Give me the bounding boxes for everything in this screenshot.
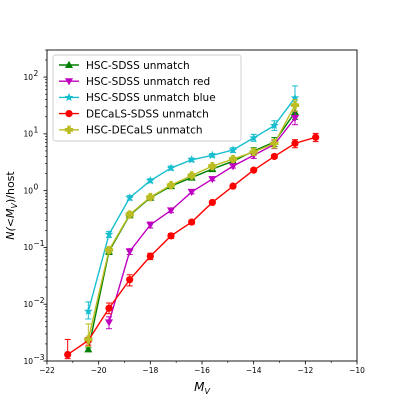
x-tick-label: −10	[349, 366, 365, 375]
legend-marker	[65, 60, 73, 68]
data-point	[290, 100, 300, 110]
legend-marker	[65, 78, 73, 86]
data-point	[104, 229, 114, 239]
y-tick-exponent: −1	[34, 239, 45, 248]
y-axis-label: N(<MV)/host	[4, 171, 19, 240]
legend-item: HSC-SDSS unmatch red	[59, 76, 210, 88]
legend-item: HSC-SDSS unmatch blue	[59, 92, 216, 104]
data-point	[104, 245, 114, 255]
data-point	[187, 155, 197, 164]
data-point	[229, 163, 237, 171]
y-tick-label: 10	[23, 130, 33, 139]
legend-item: HSC-DECaLS unmatch	[59, 125, 203, 137]
data-point	[187, 188, 196, 197]
data-point	[208, 161, 217, 171]
x-tick-label: −12	[297, 366, 313, 375]
legend-label: HSC-SDSS unmatch red	[86, 76, 210, 88]
data-point	[105, 319, 113, 327]
series-line	[108, 117, 296, 323]
x-axis: −22 −20 −18 −16 −14 −12 −10	[39, 361, 365, 375]
legend-label: HSC-SDSS unmatch blue	[86, 92, 216, 104]
data-point	[64, 350, 72, 359]
x-tick-label: −18	[142, 366, 158, 375]
data-point	[105, 304, 113, 312]
data-point	[166, 163, 176, 172]
data-point	[291, 115, 299, 123]
y-tick-exponent: 2	[34, 69, 39, 78]
y-tick-label: 10	[23, 73, 33, 82]
data-point	[125, 248, 134, 256]
data-point	[290, 93, 300, 102]
data-point	[249, 147, 258, 157]
x-tick-label: −14	[246, 366, 262, 375]
legend-label: HSC-SDSS unmatch	[86, 60, 190, 72]
data-point	[125, 193, 135, 202]
data-point	[187, 171, 196, 180]
data-point	[228, 154, 238, 164]
data-point	[228, 145, 238, 154]
data-point	[269, 120, 279, 130]
data-point	[270, 152, 278, 161]
legend-label: DECaLS-SDSS unmatch	[86, 108, 209, 120]
data-point	[146, 221, 155, 230]
legend-marker	[64, 125, 74, 134]
series-2	[83, 85, 300, 320]
y-tick-label: 10	[23, 300, 33, 309]
data-point	[83, 306, 93, 316]
y-tick-label: 10	[23, 186, 33, 195]
x-axis-label: MV	[194, 380, 210, 396]
legend-item: DECaLS-SDSS unmatch	[59, 108, 209, 120]
data-point	[207, 150, 217, 159]
legend-label: HSC-DECaLS unmatch	[86, 125, 203, 137]
data-point	[126, 276, 134, 284]
y-tick-exponent: 0	[34, 182, 39, 191]
legend-item: HSC-SDSS unmatch	[59, 60, 190, 72]
legend-marker	[64, 92, 74, 102]
y-tick-label: 10	[23, 243, 33, 252]
data-point	[270, 139, 279, 148]
plot-area	[64, 85, 320, 360]
data-point	[84, 345, 93, 353]
data-point	[167, 232, 175, 240]
data-point	[84, 335, 93, 344]
data-point	[208, 198, 216, 207]
data-point	[249, 133, 259, 142]
data-point	[250, 166, 258, 174]
legend: HSC-SDSS unmatch HSC-SDSS unmatch red HSC-…	[52, 54, 242, 142]
data-point	[125, 210, 134, 219]
data-point	[312, 133, 320, 141]
data-point	[146, 252, 154, 260]
data-point	[145, 176, 155, 185]
data-point	[146, 192, 155, 202]
y-tick-exponent: 1	[34, 126, 39, 135]
data-point	[166, 180, 176, 190]
data-point	[208, 176, 217, 184]
legend-marker	[65, 110, 73, 118]
x-tick-label: −20	[91, 366, 107, 375]
data-point	[229, 182, 237, 190]
x-tick-label: −16	[194, 366, 210, 375]
x-tick-label: −22	[39, 366, 55, 375]
series-4	[84, 99, 300, 348]
y-tick-exponent: −3	[34, 353, 45, 362]
y-tick-exponent: −2	[34, 296, 45, 305]
data-point	[291, 139, 299, 147]
y-tick-label: 10	[23, 357, 33, 366]
legend-box	[52, 54, 242, 142]
data-point	[188, 218, 196, 226]
data-point	[167, 207, 175, 215]
